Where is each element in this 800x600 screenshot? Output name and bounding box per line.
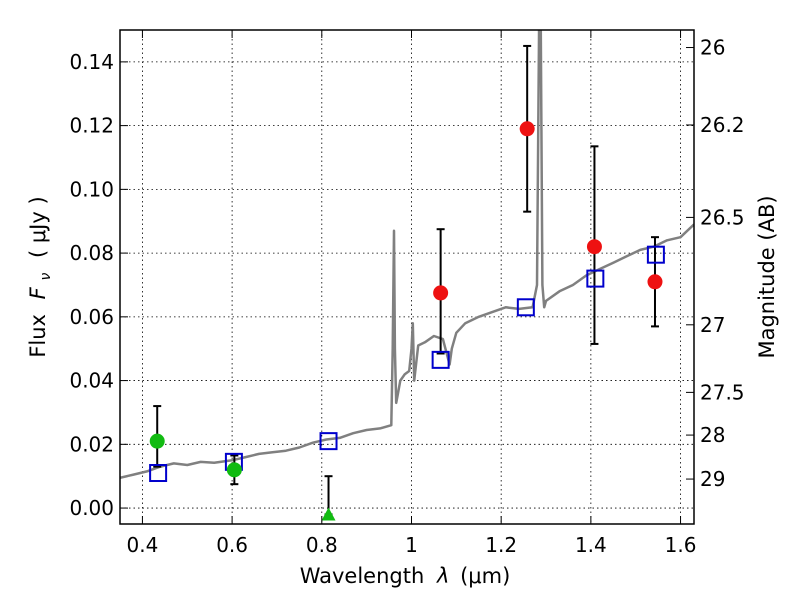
y2-tick-label: 27.5 [700,380,745,404]
y2-axis-label: Magnitude (AB) [755,195,779,358]
y2-tick-label: 26 [700,36,725,60]
model-point-square [516,298,535,317]
x-tick-label: 1.4 [575,533,607,557]
red-detection-point [647,274,663,290]
spectrum-layer [120,30,694,480]
y-tick-label: 0.14 [69,50,114,74]
model-point-square [586,269,605,288]
model-point-square [431,350,450,369]
spectrum-line [120,30,694,480]
y-tick-label: 0.06 [69,305,114,329]
y-axis-label-unit: ( μJy ) [26,196,50,258]
y-axis-label: Flux F ν ( μJy ) [26,196,55,357]
y-axis-label-symbol: F [26,286,50,299]
x-axis-label-symbol: λ [436,564,449,588]
x-tick-label: 0.8 [306,533,338,557]
red-detection-point [586,239,602,255]
green-detection-point [149,433,165,449]
plot-frame [119,29,695,525]
y-tick-label: 0.08 [69,241,114,265]
x-tick-label: 1.2 [485,533,517,557]
y-tick-label: 0.04 [69,369,114,393]
y-axis-label-prefix: Flux [26,314,50,358]
model-point-square [319,432,338,451]
data-markers [149,121,665,521]
model-point-square [149,464,168,483]
y2-tick-label: 26.5 [700,205,745,229]
red-detection-point [433,285,449,301]
y-tick-label: 0.02 [69,432,114,456]
y2-tick-label: 29 [700,467,725,491]
x-axis-label: Wavelength λ (μm) [300,564,511,588]
green-detection-point [226,462,242,478]
y-tick-label: 0.10 [69,177,114,201]
green-upper-limit-triangle [321,507,336,521]
axis-ticks: 0.4 0.6 0.8 1 1.2 1.4 1.6 0.00 0.02 0.04 0.06 0.08 0… [69,30,745,557]
y2-tick-label: 27 [700,313,725,337]
model-point-square [646,245,665,264]
y2-tick-label: 26.2 [700,113,745,137]
x-tick-label: 1 [405,533,418,557]
x-tick-label: 0.6 [216,533,248,557]
y-tick-label: 0.00 [69,496,114,520]
y2-tick-label: 28 [700,423,725,447]
red-detection-point [519,121,535,137]
x-tick-label: 0.4 [127,533,159,557]
x-tick-label: 1.6 [665,533,697,557]
x-axis-label-prefix: Wavelength [300,564,425,588]
y-tick-label: 0.12 [69,114,114,138]
y-axis-label-subscript: ν [38,273,54,281]
x-axis-label-unit: (μm) [460,564,510,588]
